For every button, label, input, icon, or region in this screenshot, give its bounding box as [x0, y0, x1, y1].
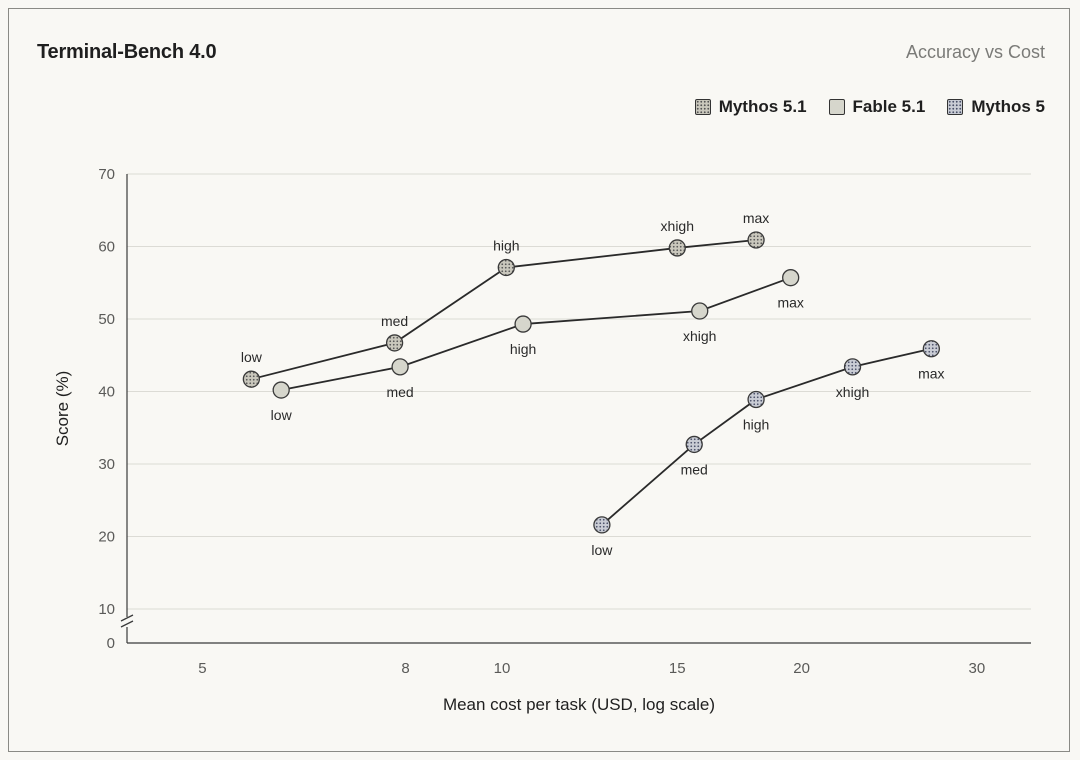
data-label: low — [271, 407, 293, 423]
data-point — [514, 315, 532, 333]
data-label: high — [493, 238, 519, 254]
data-point — [782, 269, 800, 287]
x-tick-label: 10 — [494, 660, 511, 677]
x-axis-title: Mean cost per task (USD, log scale) — [443, 695, 715, 714]
series: low med high xhigh max low med high xhigh max low m… — [241, 210, 945, 558]
x-tick-label: 5 — [198, 660, 206, 677]
data-label: max — [777, 295, 803, 311]
y-tick-label: 50 — [98, 311, 115, 328]
legend-label: Mythos 5.1 — [718, 97, 807, 116]
data-point — [593, 516, 611, 534]
legend-label: Fable 5.1 — [852, 97, 926, 116]
data-label: max — [743, 210, 769, 226]
y-tick-label: 40 — [98, 384, 115, 401]
series-line — [601, 347, 932, 526]
series-mythos-5-1: low med high xhigh max — [241, 210, 769, 388]
x-tick-label: 20 — [793, 660, 810, 677]
legend-label: Mythos 5 — [971, 97, 1045, 116]
y-axis-title: Score (%) — [53, 371, 72, 447]
y-tick-label: 60 — [98, 239, 115, 256]
chart-subtitle: Accuracy vs Cost — [905, 42, 1045, 62]
data-label: med — [381, 313, 408, 329]
data-point — [691, 302, 709, 320]
data-label: high — [510, 341, 536, 357]
y-tick-label: 70 — [98, 166, 115, 183]
series-fable-5-1: low med high xhigh max — [271, 269, 804, 423]
series-mythos-5: low med high xhigh max — [591, 340, 945, 558]
data-point — [685, 435, 703, 454]
data-point — [747, 390, 765, 409]
x-tick-label: 8 — [401, 660, 409, 677]
x-tick-label: 15 — [669, 660, 686, 677]
data-point — [668, 239, 686, 257]
data-label: low — [241, 349, 263, 365]
legend-item-mythos-5-1: Mythos 5.1 — [694, 97, 807, 117]
axes: 0 10 20 30 40 50 60 70 5 8 10 15 20 30 — [98, 166, 1031, 677]
data-point — [385, 334, 404, 352]
data-point — [922, 340, 941, 358]
data-point — [497, 258, 515, 277]
axis-break-icon — [120, 614, 134, 628]
legend-swatch-fable-5-1 — [828, 99, 845, 115]
data-point — [747, 231, 765, 249]
data-label: med — [681, 461, 708, 477]
chart-title: Terminal-Bench 4.0 — [37, 41, 217, 63]
y-tick-label: 0 — [107, 635, 115, 652]
data-label: max — [918, 366, 944, 382]
grid — [127, 173, 1031, 610]
data-label: xhigh — [836, 384, 869, 400]
y-tick-label: 30 — [98, 456, 115, 473]
legend-swatch-mythos-5-1 — [694, 99, 711, 115]
data-point — [843, 358, 862, 376]
legend-item-fable-5-1: Fable 5.1 — [828, 97, 926, 117]
y-tick-label: 20 — [98, 529, 115, 546]
data-label: low — [591, 542, 613, 558]
legend-item-mythos-5: Mythos 5 — [947, 97, 1045, 117]
data-point — [242, 370, 261, 388]
data-label: med — [386, 384, 413, 400]
chart-card: Terminal-Bench 4.0 Accuracy vs Cost Myth… — [8, 8, 1070, 752]
x-tick-label: 30 — [969, 660, 986, 677]
data-label: xhigh — [683, 328, 716, 344]
y-tick-label: 10 — [98, 601, 115, 618]
data-point — [391, 358, 409, 376]
legend: Mythos 5.1 Fable 5.1 Mythos 5 — [694, 97, 1045, 117]
data-point — [272, 381, 290, 399]
data-label: xhigh — [661, 218, 694, 234]
data-label: high — [743, 416, 769, 432]
legend-swatch-mythos-5 — [947, 99, 964, 115]
